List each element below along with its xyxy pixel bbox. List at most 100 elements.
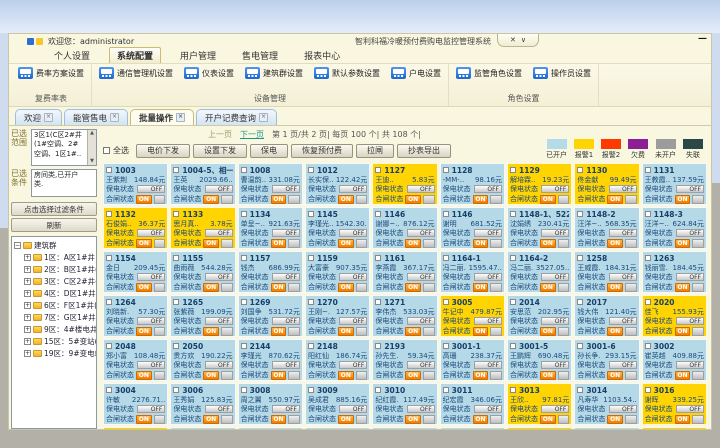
gate-extra-box[interactable] [624, 238, 637, 248]
gate-on-badge[interactable]: ON [607, 282, 623, 292]
tab-close-icon[interactable]: × [44, 113, 54, 122]
card-checkbox[interactable] [308, 167, 314, 173]
room-card[interactable]: 2193 孙先生. 59.34元 保电状态 OFF 合闸状态 ON [372, 339, 438, 381]
gate-on-badge[interactable]: ON [674, 370, 691, 380]
menu-item[interactable]: 用户管理 [180, 52, 217, 62]
menu-item[interactable]: 个人设置 [54, 52, 91, 62]
expand-icon[interactable]: + [24, 265, 31, 273]
gate-on-badge[interactable]: ON [338, 238, 354, 248]
gate-extra-box[interactable] [153, 326, 166, 336]
room-card[interactable]: 1161 李燕霞 367.17元 保电状态 OFF 合闸状态 ON [372, 251, 438, 293]
minimize-button[interactable]: — [698, 34, 707, 44]
card-checkbox[interactable] [375, 255, 382, 261]
keep-status-value[interactable]: OFF [541, 317, 570, 325]
keep-status-value[interactable]: OFF [541, 361, 570, 369]
gate-extra-box[interactable] [288, 238, 300, 248]
room-card[interactable]: 1164-2 冯二丽. 3527.05.. 保电状态 OFF 合闸状态 ON [507, 251, 573, 293]
gate-extra-box[interactable] [422, 414, 435, 424]
keep-status-value[interactable]: OFF [137, 405, 166, 413]
keep-status-value[interactable]: OFF [204, 317, 233, 325]
room-card[interactable]: 1264 刘晓新. 57.30元 保电状态 OFF 合闸状态 ON [103, 295, 169, 337]
card-checkbox[interactable] [308, 299, 314, 305]
restore-icon[interactable]: ✕ [510, 36, 516, 44]
keep-status-value[interactable]: OFF [676, 317, 704, 325]
room-card-partial[interactable] [103, 427, 169, 429]
room-card[interactable]: 3002 崔英越 409.88元 保电状态 OFF 合闸状态 ON [641, 339, 707, 381]
gate-extra-box[interactable] [355, 370, 368, 380]
card-checkbox[interactable] [442, 343, 449, 349]
room-card[interactable]: 3001-1 高珊 238.37元 保电状态 OFF 合闸状态 ON [439, 339, 505, 381]
gate-extra-box[interactable] [355, 238, 368, 248]
gate-extra-box[interactable] [490, 370, 502, 380]
keep-status-value[interactable]: OFF [339, 361, 368, 369]
card-checkbox[interactable] [240, 167, 247, 173]
room-card-partial[interactable] [305, 427, 371, 429]
gate-extra-box[interactable] [692, 194, 704, 204]
action-button[interactable]: 设置下发 [193, 143, 247, 158]
gate-on-badge[interactable]: ON [136, 194, 152, 204]
card-checkbox[interactable] [240, 211, 247, 217]
menu-item[interactable]: 售电管理 [242, 52, 279, 62]
room-card[interactable]: 1004-5、相一 王英 2029.66.. 保电状态 OFF 合闸状态 ON [170, 163, 236, 205]
room-card-partial[interactable] [170, 427, 236, 429]
card-checkbox[interactable] [173, 387, 180, 393]
gate-extra-box[interactable] [422, 370, 435, 380]
room-card[interactable]: 1155 曲雨薇 544.28元 保电状态 OFF 合闸状态 ON [170, 251, 236, 293]
selected-cond-box[interactable]: 房间类,已开户 类. [31, 169, 97, 197]
card-checkbox[interactable] [442, 167, 449, 173]
keep-status-value[interactable]: OFF [608, 185, 637, 193]
tree-item[interactable]: + 1区：A区1#井 [24, 251, 96, 263]
ribbon-button[interactable]: 费率方案设置 [18, 67, 84, 79]
listbox-scrollbar[interactable]: ▲ ▼ [87, 130, 96, 165]
gate-extra-box[interactable] [153, 370, 166, 380]
card-checkbox[interactable] [644, 387, 651, 393]
gate-on-badge[interactable]: ON [674, 238, 691, 248]
keep-status-value[interactable]: OFF [406, 229, 435, 237]
gate-extra-box[interactable] [557, 238, 570, 248]
room-card[interactable]: 1263 钱丽雪. 184.45元 保电状态 OFF 合闸状态 ON [641, 251, 707, 293]
tree-item[interactable]: + 3区：C区2#井(1#.. [24, 275, 96, 287]
gate-extra-box[interactable] [355, 194, 368, 204]
ribbon-button[interactable]: 默认参数设置 [314, 67, 380, 79]
gate-extra-box[interactable] [422, 194, 435, 204]
gate-on-badge[interactable]: ON [540, 282, 556, 292]
card-checkbox[interactable] [375, 211, 382, 217]
action-button[interactable]: 恢复预付费 [291, 143, 353, 158]
card-checkbox[interactable] [240, 299, 247, 305]
tab-close-icon[interactable]: × [259, 113, 269, 122]
keep-status-value[interactable]: OFF [204, 273, 233, 281]
gate-extra-box[interactable] [355, 414, 368, 424]
gate-extra-box[interactable] [624, 194, 637, 204]
card-checkbox[interactable] [442, 255, 449, 261]
gate-on-badge[interactable]: ON [674, 326, 691, 336]
gate-on-badge[interactable]: ON [674, 414, 691, 424]
card-checkbox[interactable] [173, 255, 180, 261]
room-card[interactable]: 1146 谢娜~.. 876.12元 保电状态 OFF 合闸状态 ON [372, 207, 438, 249]
select-all-checkbox[interactable] [103, 147, 110, 154]
gate-extra-box[interactable] [422, 326, 435, 336]
gate-on-badge[interactable]: ON [203, 282, 219, 292]
gate-on-badge[interactable]: ON [203, 326, 219, 336]
ribbon-button[interactable]: 户电设置 [391, 67, 441, 79]
room-card[interactable]: 1130 佟金献 99.49元 保电状态 OFF 合闸状态 ON [574, 163, 640, 205]
keep-status-value[interactable]: OFF [608, 317, 637, 325]
gate-extra-box[interactable] [692, 370, 704, 380]
keep-status-value[interactable]: OFF [137, 273, 166, 281]
card-checkbox[interactable] [375, 167, 382, 173]
gate-extra-box[interactable] [153, 238, 166, 248]
gate-on-badge[interactable]: ON [270, 370, 287, 380]
card-checkbox[interactable] [308, 343, 314, 349]
card-checkbox[interactable] [375, 387, 382, 393]
gate-on-badge[interactable]: ON [540, 238, 556, 248]
card-checkbox[interactable] [308, 255, 314, 261]
gate-extra-box[interactable] [220, 194, 233, 204]
card-checkbox[interactable] [442, 299, 449, 305]
keep-status-value[interactable]: OFF [608, 361, 637, 369]
room-card[interactable]: 3005 牛记中 479.87元 保电状态 OFF 合闸状态 ON [439, 295, 505, 337]
gate-on-badge[interactable]: ON [405, 282, 421, 292]
keep-status-value[interactable]: OFF [474, 317, 502, 325]
keep-status-value[interactable]: OFF [676, 185, 704, 193]
room-card[interactable]: 1132 石俊娟.. 36.37元 保电状态 OFF 合闸状态 ON [103, 207, 169, 249]
card-checkbox[interactable] [308, 387, 314, 393]
gate-extra-box[interactable] [153, 414, 166, 424]
